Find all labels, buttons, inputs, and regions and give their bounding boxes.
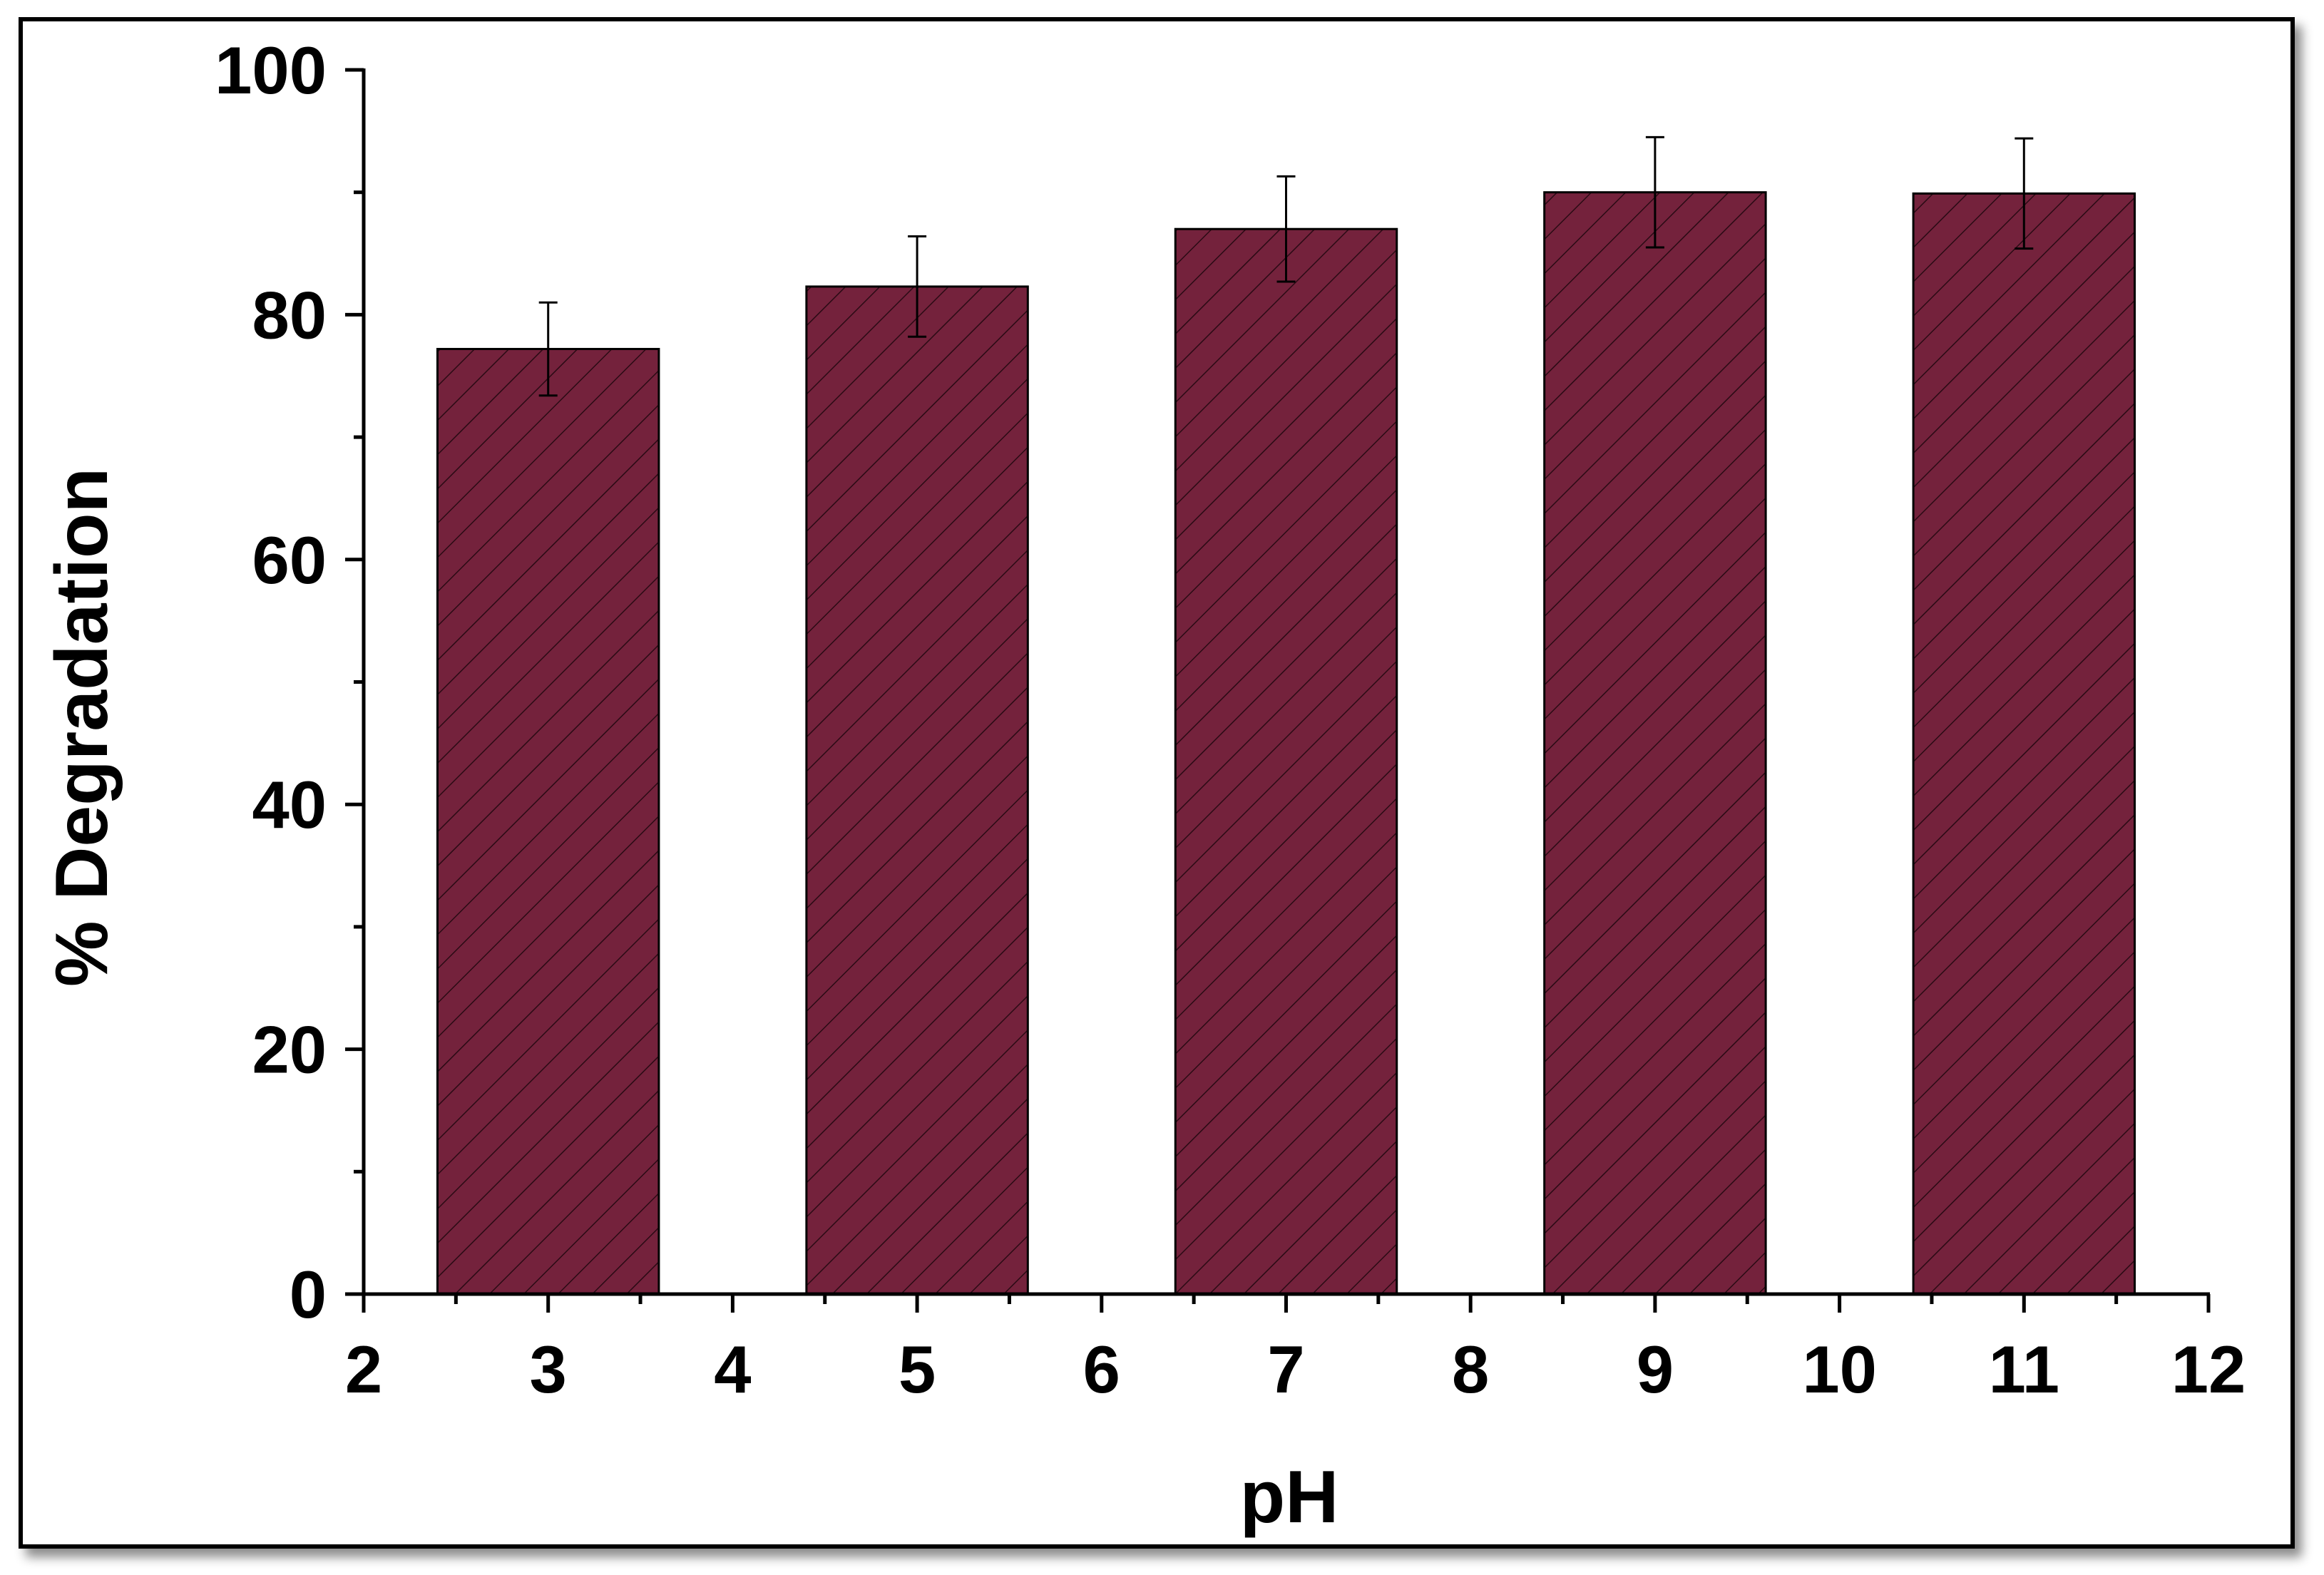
x-tick-label-12: 12 bbox=[2171, 1332, 2246, 1407]
bar-ph-3 bbox=[436, 347, 660, 1296]
bar-ph-5 bbox=[805, 285, 1029, 1296]
x-axis-title: pH bbox=[1240, 1456, 1339, 1539]
bar-ph-7 bbox=[1174, 227, 1398, 1296]
x-tick-label-10: 10 bbox=[1802, 1332, 1877, 1407]
y-tick-label-20: 20 bbox=[252, 1012, 327, 1087]
y-tick-label-80: 80 bbox=[252, 277, 327, 352]
y-tick-label-40: 40 bbox=[252, 767, 327, 842]
y-tick-label-100: 100 bbox=[215, 33, 327, 108]
x-tick-label-11: 11 bbox=[1989, 1332, 2059, 1407]
x-tick-label-2: 2 bbox=[345, 1332, 382, 1407]
y-axis-title: % Degradation bbox=[41, 468, 123, 987]
error-bar-ph-5 bbox=[908, 235, 927, 338]
x-tick-label-6: 6 bbox=[1083, 1332, 1120, 1407]
error-bar-ph-9 bbox=[1645, 135, 1664, 249]
axes-layer bbox=[345, 68, 2211, 1313]
error-bar-ph-3 bbox=[538, 301, 558, 397]
bar-ph-11 bbox=[1912, 192, 2136, 1296]
bar-ph-9 bbox=[1543, 191, 1767, 1296]
bars-layer bbox=[436, 191, 2136, 1296]
y-tick-label-0: 0 bbox=[290, 1257, 327, 1332]
tick-labels-layer: 0 20 40 60 80 100 2 3 4 5 6 7 8 9 10 11 12 bbox=[215, 33, 2246, 1407]
x-tick-label-3: 3 bbox=[530, 1332, 567, 1407]
x-tick-label-7: 7 bbox=[1267, 1332, 1304, 1407]
x-tick-label-5: 5 bbox=[899, 1332, 936, 1407]
x-tick-label-4: 4 bbox=[714, 1332, 751, 1407]
y-tick-label-60: 60 bbox=[252, 523, 327, 597]
error-bar-ph-11 bbox=[2015, 137, 2034, 250]
x-tick-label-8: 8 bbox=[1452, 1332, 1489, 1407]
error-bars-layer bbox=[538, 135, 2034, 397]
x-tick-label-9: 9 bbox=[1637, 1332, 1674, 1407]
error-bar-ph-7 bbox=[1276, 175, 1296, 283]
